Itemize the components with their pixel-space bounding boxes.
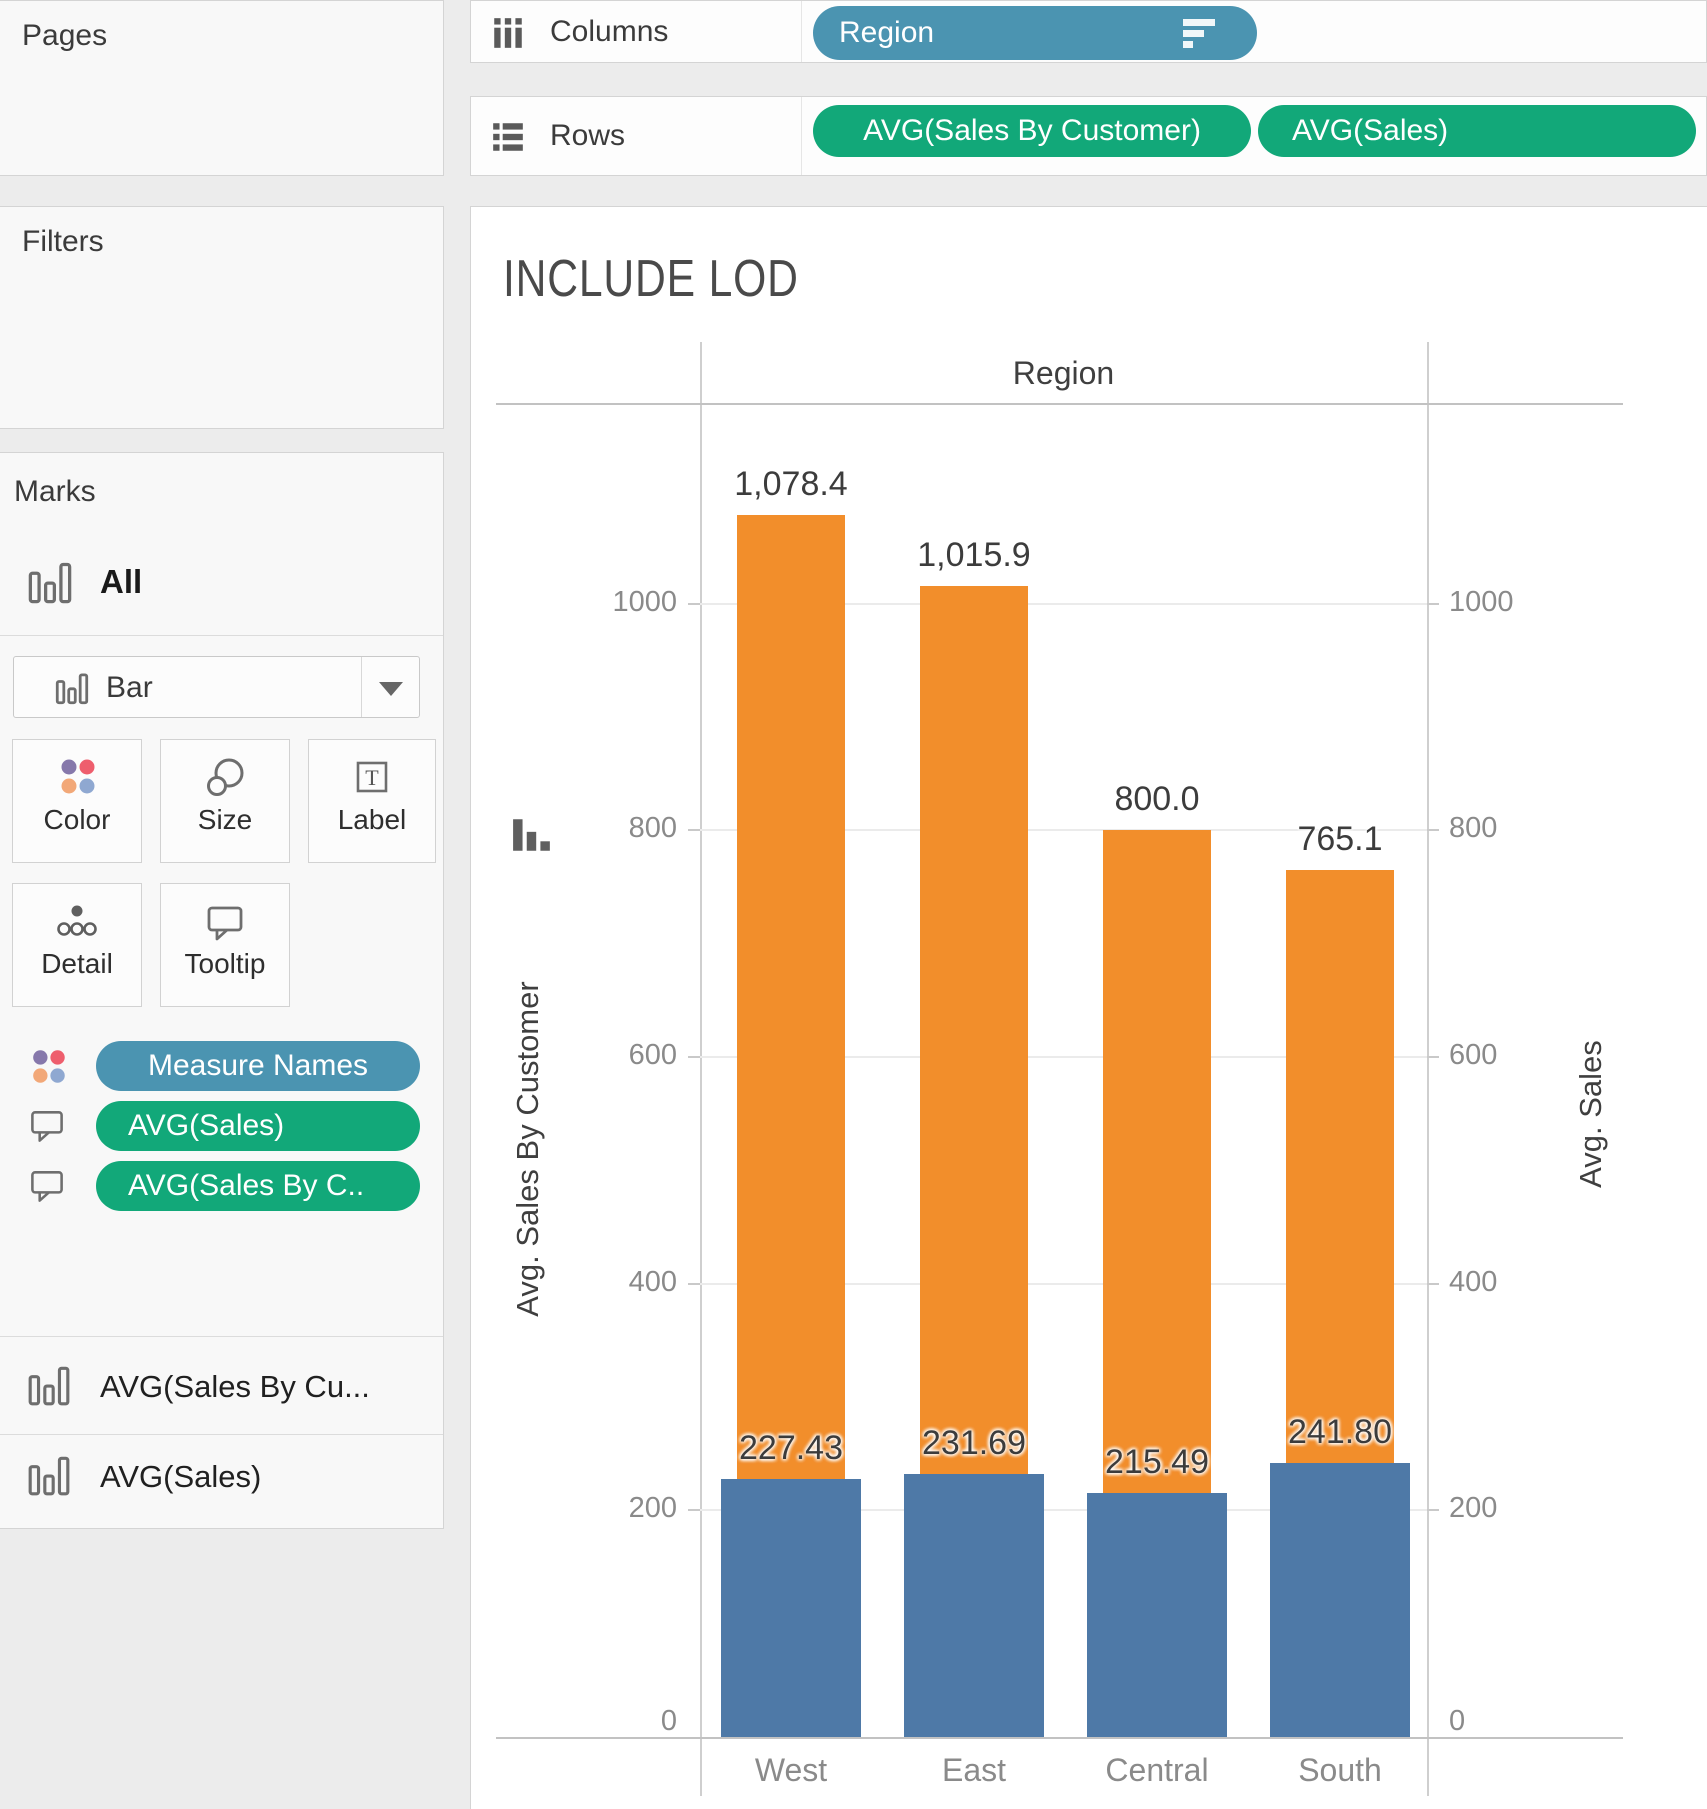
text-label-icon: T xyxy=(309,756,435,802)
pill-avg-sales[interactable]: AVG(Sales) xyxy=(96,1101,420,1151)
bar-value-label: 241.80 xyxy=(1220,1413,1460,1452)
filters-shelf[interactable]: Filters xyxy=(0,206,444,429)
left-axis-tick-label: 0 xyxy=(471,1705,677,1738)
color-button[interactable]: Color xyxy=(12,739,142,863)
color-icon[interactable] xyxy=(26,1045,70,1089)
tooltip-icon[interactable] xyxy=(26,1165,70,1209)
right-axis-tick-label: 1000 xyxy=(1449,586,1619,619)
mark-type-dropdown[interactable]: Bar xyxy=(13,656,420,718)
size-button-label: Size xyxy=(161,804,289,836)
marks-card: Marks All Bar Color xyxy=(0,452,444,1529)
mark-type-value: Bar xyxy=(106,671,153,705)
left-axis-tick-label: 400 xyxy=(471,1266,677,1299)
rows-shelf: Rows AVG(Sales By Customer) AVG(Sales) xyxy=(470,96,1707,176)
right-axis-tick-label: 200 xyxy=(1449,1492,1619,1525)
left-axis-tick xyxy=(688,1509,700,1511)
label-button[interactable]: T Label xyxy=(308,739,436,863)
rows-icon xyxy=(490,119,526,160)
bar-chart-icon xyxy=(26,1451,72,1504)
right-axis-tick xyxy=(1427,1509,1439,1511)
columns-shelf-label: Columns xyxy=(550,15,668,49)
left-axis-tick xyxy=(688,603,700,605)
worksheet-view: INCLUDE LOD Region Avg. Sales By Custome… xyxy=(470,206,1707,1809)
chevron-down-icon[interactable] xyxy=(379,682,403,696)
tooltip-button-label: Tooltip xyxy=(161,948,289,980)
label-button-label: Label xyxy=(309,804,435,836)
svg-text:T: T xyxy=(365,765,379,790)
bar-value-label: 800.0 xyxy=(1037,780,1277,819)
pane-border xyxy=(700,342,702,1796)
left-axis-tick xyxy=(688,1056,700,1058)
bar-chart-icon xyxy=(26,1361,72,1414)
category-header-central[interactable]: Central xyxy=(1057,1752,1257,1789)
right-axis-tick xyxy=(1427,1056,1439,1058)
left-axis-tick-label: 1000 xyxy=(471,586,677,619)
bar-chart-icon xyxy=(54,670,90,711)
bar-south-sales[interactable] xyxy=(1270,1463,1410,1737)
detail-icon xyxy=(13,900,141,946)
category-header-south[interactable]: South xyxy=(1240,1752,1440,1789)
bar-chart-icon xyxy=(26,557,74,612)
size-button[interactable]: Size xyxy=(160,739,290,863)
columns-shelf: Columns Region xyxy=(470,0,1707,63)
marks-scope-all[interactable]: All xyxy=(100,563,142,601)
plot-area: 0 0 200 200 400 400 600 600 800 800 1000 1000 1,078.… xyxy=(471,207,1707,1809)
pages-title: Pages xyxy=(22,19,107,53)
left-axis-tick-label: 800 xyxy=(471,812,677,845)
pill-region-label: Region xyxy=(839,16,934,50)
filters-title: Filters xyxy=(22,225,104,259)
rows-shelf-label: Rows xyxy=(550,119,625,153)
category-header-west[interactable]: West xyxy=(691,1752,891,1789)
right-axis-tick-label: 400 xyxy=(1449,1266,1619,1299)
bar-east-sales[interactable] xyxy=(904,1474,1044,1737)
divider xyxy=(361,657,362,717)
right-axis-tick-label: 0 xyxy=(1449,1705,1619,1738)
divider xyxy=(801,1,802,62)
bar-value-label: 765.1 xyxy=(1220,820,1460,859)
divider xyxy=(0,635,443,636)
right-axis-tick-label: 800 xyxy=(1449,812,1619,845)
category-header-east[interactable]: East xyxy=(874,1752,1074,1789)
header-rule xyxy=(496,403,1623,405)
pill-region[interactable]: Region xyxy=(813,6,1257,60)
color-button-label: Color xyxy=(13,804,141,836)
marks-title: Marks xyxy=(14,475,96,509)
left-axis-tick xyxy=(688,1283,700,1285)
pill-measure-names[interactable]: Measure Names xyxy=(96,1041,420,1091)
bar-west-sales[interactable] xyxy=(721,1479,861,1737)
columns-icon xyxy=(490,15,526,56)
divider xyxy=(0,1336,443,1337)
color-icon xyxy=(13,756,141,802)
size-icon xyxy=(161,756,289,802)
right-axis-tick xyxy=(1427,603,1439,605)
divider xyxy=(801,97,802,175)
mark-card-avg-sales[interactable]: AVG(Sales) xyxy=(100,1459,261,1495)
right-axis-tick xyxy=(1427,1283,1439,1285)
bar-central-sales[interactable] xyxy=(1087,1493,1227,1737)
bar-value-label: 1,078.4 xyxy=(671,465,911,504)
right-axis-tick-label: 600 xyxy=(1449,1039,1619,1072)
left-axis-tick xyxy=(688,829,700,831)
tooltip-icon xyxy=(161,900,289,946)
mark-card-avg-sales-by-customer[interactable]: AVG(Sales By Cu... xyxy=(100,1369,370,1405)
divider xyxy=(0,1434,443,1435)
pill-avg-sales-row[interactable]: AVG(Sales) xyxy=(1258,105,1696,157)
detail-button[interactable]: Detail xyxy=(12,883,142,1007)
sort-descending-icon xyxy=(1183,19,1217,49)
pill-avg-sales-by-customer-row[interactable]: AVG(Sales By Customer) xyxy=(813,105,1251,157)
pill-avg-sales-by-customer[interactable]: AVG(Sales By C.. xyxy=(96,1161,420,1211)
pane-border xyxy=(1427,342,1429,1796)
detail-button-label: Detail xyxy=(13,948,141,980)
tooltip-button[interactable]: Tooltip xyxy=(160,883,290,1007)
left-axis-tick-label: 600 xyxy=(471,1039,677,1072)
bar-value-label: 1,015.9 xyxy=(854,536,1094,575)
tooltip-icon[interactable] xyxy=(26,1105,70,1149)
pages-shelf[interactable]: Pages xyxy=(0,0,444,176)
left-axis-tick-label: 200 xyxy=(471,1492,677,1525)
